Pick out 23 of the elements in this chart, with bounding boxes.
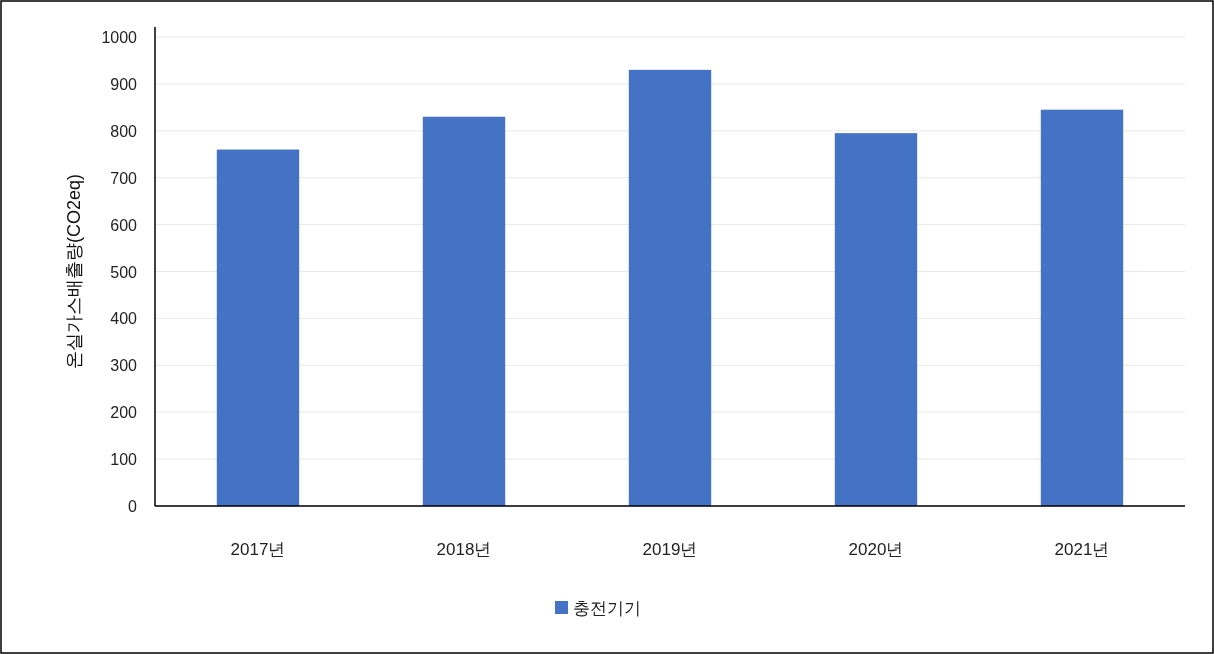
y-tick-label: 100: [110, 451, 138, 469]
y-tick-label: 800: [110, 122, 138, 140]
y-tick-label: 0: [128, 498, 138, 515]
y-tick-label: 1000: [101, 29, 138, 46]
x-tick-label: 2017년: [230, 540, 286, 559]
y-tick-label: 500: [110, 263, 138, 281]
y-tick-label: 400: [110, 310, 138, 328]
y-tick-label: 600: [110, 216, 138, 234]
y-tick-label: 300: [110, 357, 138, 375]
y-tick-label: 700: [110, 169, 138, 187]
y-tick-label: 200: [110, 404, 138, 422]
bar: [628, 69, 712, 506]
bar: [422, 116, 506, 506]
y-axis-title: 온실가스배출량(CO2eq): [64, 173, 84, 370]
x-tick-label: 2018년: [436, 540, 492, 559]
x-tick-label: 2019년: [642, 540, 698, 559]
x-tick-label: 2021년: [1054, 540, 1110, 559]
legend-label: 충전기기: [573, 599, 641, 618]
y-tick-label: 900: [110, 75, 138, 93]
bar: [216, 149, 300, 506]
bar: [1040, 109, 1124, 506]
bar: [834, 133, 918, 506]
x-tick-label: 2020년: [848, 540, 904, 559]
